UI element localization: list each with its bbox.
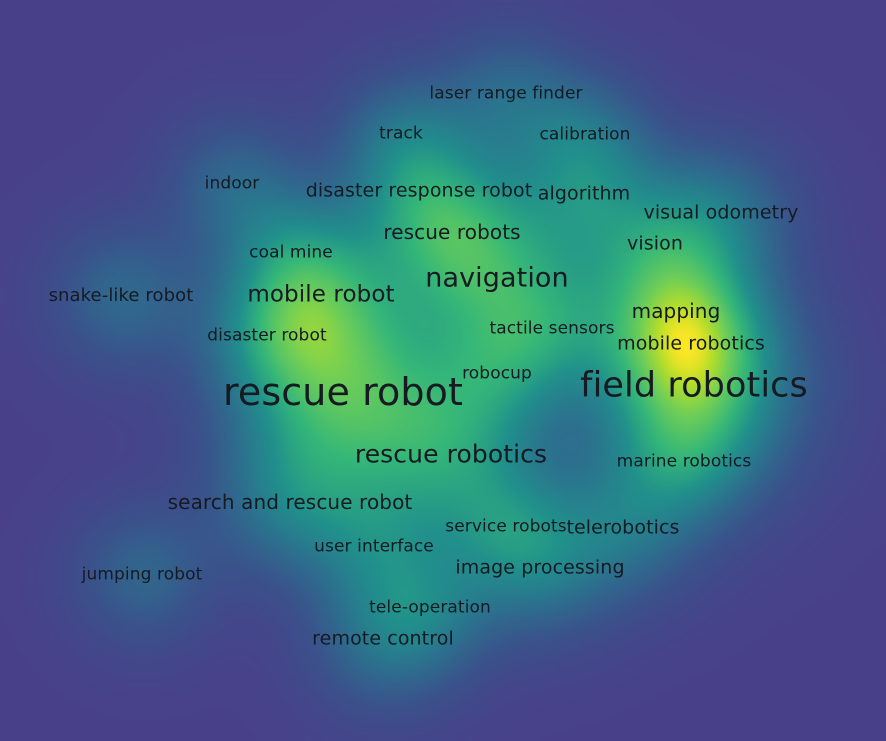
keyword-robocup[interactable]: robocup: [462, 363, 532, 384]
keyword-rescue-robots[interactable]: rescue robots: [383, 220, 521, 244]
keyword-calibration[interactable]: calibration: [539, 124, 631, 145]
keyword-user-interface[interactable]: user interface: [314, 536, 434, 557]
keyword-search-and-rescue-robot[interactable]: search and rescue robot: [167, 490, 413, 514]
keyword-image-processing[interactable]: image processing: [455, 556, 625, 579]
keyword-visual-odometry[interactable]: visual odometry: [643, 201, 799, 224]
keyword-mapping[interactable]: mapping: [631, 299, 721, 323]
keyword-coal-mine[interactable]: coal mine: [249, 242, 333, 263]
keyword-jumping-robot[interactable]: jumping robot: [81, 564, 203, 585]
keyword-mobile-robotics[interactable]: mobile robotics: [617, 332, 765, 355]
keyword-service-robots[interactable]: service robots: [445, 516, 567, 537]
keyword-remote-control[interactable]: remote control: [312, 627, 454, 650]
keyword-vision[interactable]: vision: [627, 232, 683, 255]
keyword-marine-robotics[interactable]: marine robotics: [616, 451, 752, 472]
keyword-tactile-sensors[interactable]: tactile sensors: [489, 318, 615, 339]
keyword-snake-like-robot[interactable]: snake-like robot: [48, 285, 194, 306]
keyword-mobile-robot[interactable]: mobile robot: [247, 281, 395, 308]
keyword-telerobotics[interactable]: telerobotics: [566, 516, 680, 539]
keyword-tele-operation[interactable]: tele-operation: [369, 597, 491, 618]
keyword-rescue-robot[interactable]: rescue robot: [223, 370, 463, 414]
keyword-laser-range-finder[interactable]: laser range finder: [429, 83, 583, 104]
keyword-disaster-robot[interactable]: disaster robot: [207, 325, 327, 346]
keyword-disaster-response-robot[interactable]: disaster response robot: [305, 179, 533, 202]
keyword-algorithm[interactable]: algorithm: [537, 182, 631, 205]
keyword-rescue-robotics[interactable]: rescue robotics: [354, 439, 548, 469]
keyword-indoor[interactable]: indoor: [204, 173, 260, 194]
keyword-field-robotics[interactable]: field robotics: [580, 365, 808, 406]
keyword-navigation[interactable]: navigation: [425, 262, 569, 294]
keyword-track[interactable]: track: [379, 123, 423, 144]
